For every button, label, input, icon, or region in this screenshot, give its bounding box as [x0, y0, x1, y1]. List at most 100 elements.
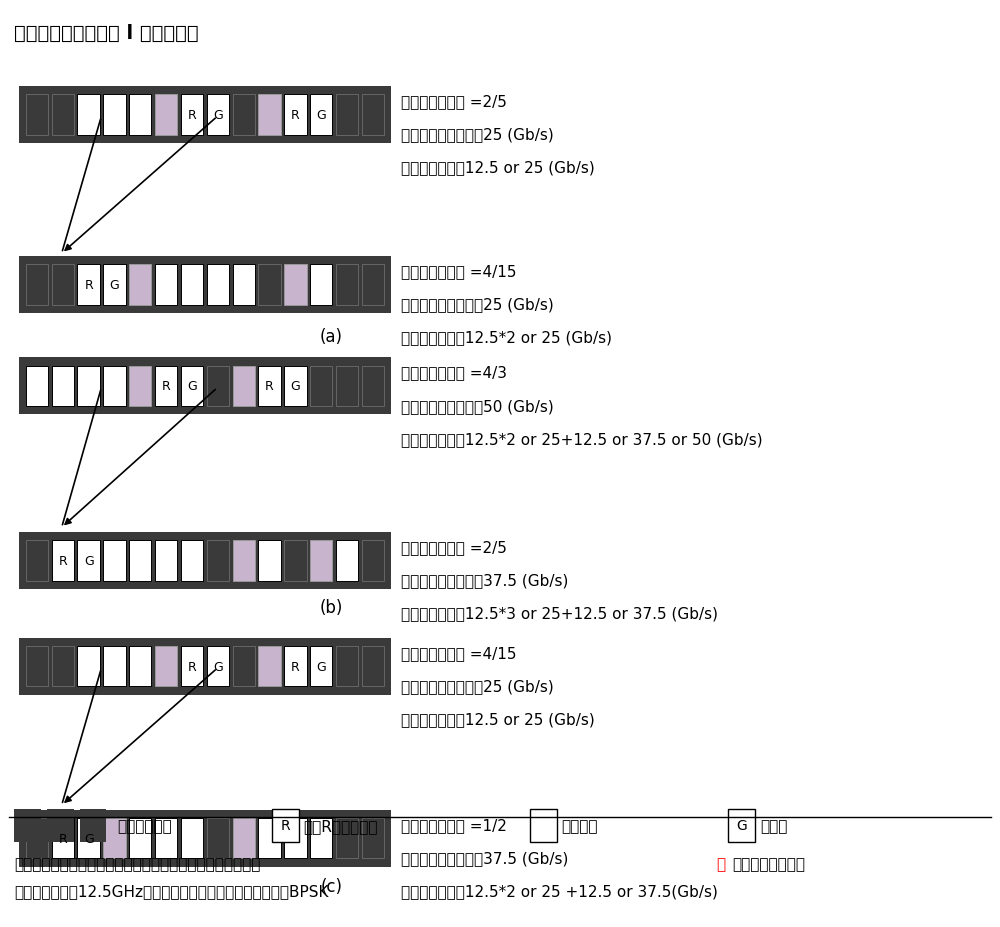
Bar: [728, 809, 755, 842]
Bar: [129, 265, 151, 306]
Bar: [52, 540, 74, 581]
Bar: [233, 646, 255, 687]
Text: 个频隙作为保护带: 个频隙作为保护带: [732, 856, 805, 870]
Bar: [52, 265, 74, 306]
Bar: [258, 366, 281, 407]
Bar: [233, 265, 255, 306]
Bar: [310, 95, 332, 135]
Bar: [362, 265, 384, 306]
Bar: [362, 646, 384, 687]
Text: G: G: [316, 660, 326, 673]
Text: 剩余最大传输容量：25 (Gb/s): 剩余最大传输容量：25 (Gb/s): [401, 679, 554, 693]
Bar: [207, 366, 229, 407]
Bar: [26, 540, 48, 581]
Bar: [362, 819, 384, 858]
Bar: [103, 646, 126, 687]
Bar: [233, 95, 255, 135]
Bar: [26, 366, 48, 407]
Text: G: G: [187, 380, 197, 393]
Bar: [336, 819, 358, 858]
Text: 剩余传输容量：12.5 or 25 (Gb/s): 剩余传输容量：12.5 or 25 (Gb/s): [401, 712, 595, 727]
Text: 剩余频谱连续度 =4/15: 剩余频谱连续度 =4/15: [401, 264, 516, 279]
Bar: [336, 540, 358, 581]
Text: 剩余传输容量：12.5*2 or 25 (Gb/s): 剩余传输容量：12.5*2 or 25 (Gb/s): [401, 330, 612, 345]
Bar: [103, 540, 126, 581]
Text: G: G: [84, 554, 94, 567]
Bar: [207, 265, 229, 306]
Bar: [336, 366, 358, 407]
Bar: [77, 819, 100, 858]
Bar: [207, 819, 229, 858]
Bar: [77, 646, 100, 687]
Bar: [336, 646, 358, 687]
Text: R: R: [291, 660, 300, 673]
Bar: [310, 265, 332, 306]
Text: 剩余最大传输容量：50 (Gb/s): 剩余最大传输容量：50 (Gb/s): [401, 399, 554, 413]
Bar: [284, 265, 307, 306]
Bar: [258, 95, 281, 135]
Bar: [52, 646, 74, 687]
Bar: [258, 819, 281, 858]
Bar: [155, 265, 177, 306]
Bar: [52, 819, 74, 858]
Bar: [284, 540, 307, 581]
Bar: [233, 366, 255, 407]
Text: 剩余频谱连续度 =2/5: 剩余频谱连续度 =2/5: [401, 95, 507, 109]
Text: 被占用的频隙: 被占用的频隙: [117, 818, 172, 833]
Bar: [77, 95, 100, 135]
Text: 剩余传输容量：12.5*2 or 25+12.5 or 37.5 or 50 (Gb/s): 剩余传输容量：12.5*2 or 25+12.5 or 37.5 or 50 (…: [401, 431, 762, 446]
Bar: [310, 819, 332, 858]
Bar: [103, 366, 126, 407]
Text: (a): (a): [320, 327, 343, 346]
Text: 剩余传输容量：12.5 or 25 (Gb/s): 剩余传输容量：12.5 or 25 (Gb/s): [401, 160, 595, 175]
Text: 一: 一: [716, 856, 725, 870]
Text: R: R: [265, 380, 274, 393]
Bar: [233, 819, 255, 858]
Bar: [77, 265, 100, 306]
Bar: [207, 540, 229, 581]
Text: 注：为防止相邻业务间产生干扰，为每个业务在高频端多使用一: 注：为防止相邻业务间产生干扰，为每个业务在高频端多使用一: [14, 856, 270, 870]
Bar: [52, 366, 74, 407]
Text: 空闲频隙: 空闲频隙: [561, 818, 598, 833]
Text: G: G: [213, 660, 223, 673]
Text: 保护带: 保护带: [760, 818, 787, 833]
Bar: [129, 366, 151, 407]
Bar: [14, 809, 41, 842]
Text: G: G: [213, 108, 223, 121]
Bar: [129, 646, 151, 687]
Bar: [129, 95, 151, 135]
Text: R: R: [280, 819, 290, 832]
Bar: [207, 95, 229, 135]
Bar: [52, 95, 74, 135]
Text: R: R: [188, 660, 196, 673]
Text: R: R: [58, 554, 67, 567]
Bar: [155, 819, 177, 858]
Bar: [181, 819, 203, 858]
Bar: [530, 809, 557, 842]
Bar: [103, 265, 126, 306]
Bar: [181, 265, 203, 306]
Bar: [19, 532, 391, 590]
Bar: [19, 358, 391, 414]
Bar: [310, 366, 332, 407]
Bar: [284, 95, 307, 135]
Text: 业务R占用的频隙: 业务R占用的频隙: [304, 818, 378, 833]
Text: (b): (b): [320, 599, 343, 616]
Bar: [362, 366, 384, 407]
Text: R: R: [291, 108, 300, 121]
Bar: [181, 646, 203, 687]
Bar: [181, 366, 203, 407]
Bar: [258, 540, 281, 581]
Bar: [362, 540, 384, 581]
Bar: [336, 95, 358, 135]
Bar: [26, 819, 48, 858]
Bar: [103, 95, 126, 135]
Bar: [77, 540, 100, 581]
Text: R: R: [58, 832, 67, 844]
Bar: [26, 265, 48, 306]
Text: 剩余频谱连续度 =2/5: 剩余频谱连续度 =2/5: [401, 540, 507, 554]
Text: R: R: [162, 380, 171, 393]
Text: 剩余频谱连续度 =1/2: 剩余频谱连续度 =1/2: [401, 818, 507, 832]
Bar: [284, 646, 307, 687]
Bar: [155, 646, 177, 687]
